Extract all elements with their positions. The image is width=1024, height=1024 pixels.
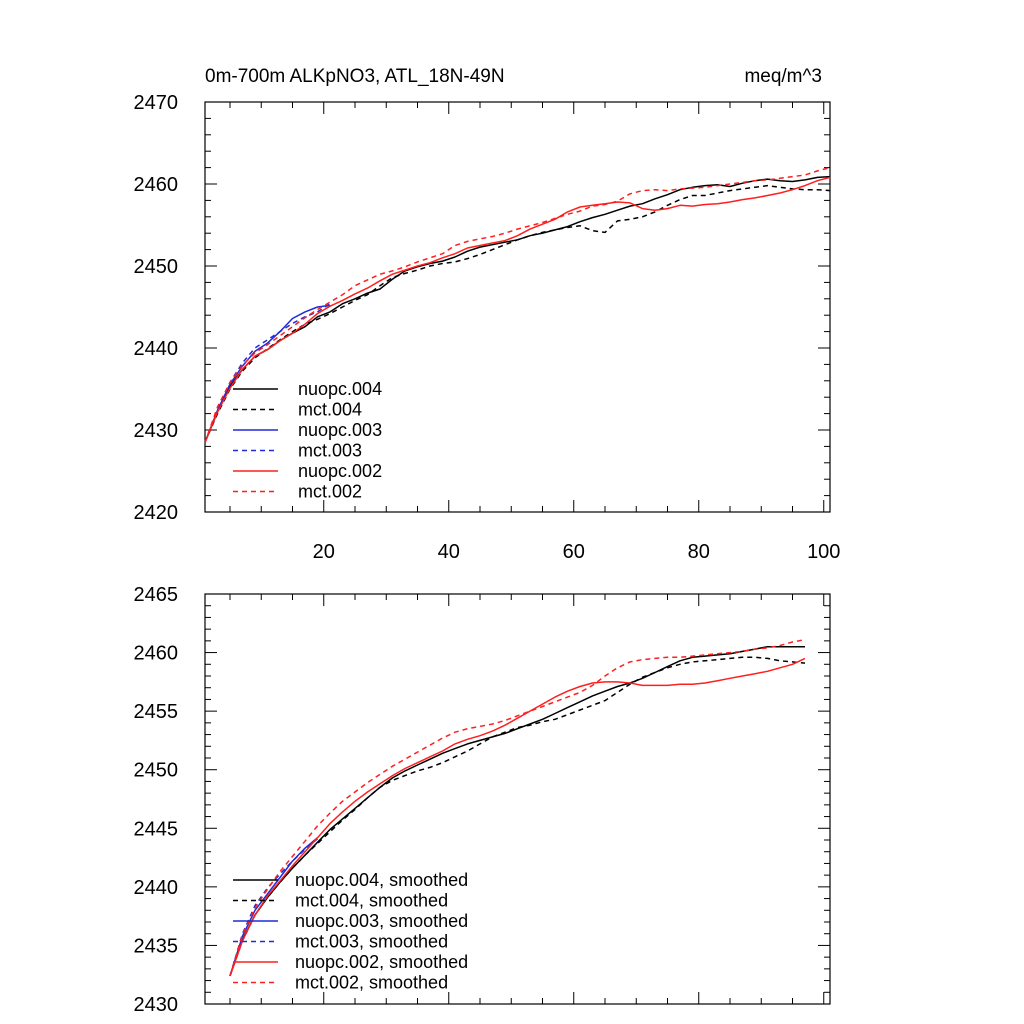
legend-label: mct.002 [298,482,362,502]
legend-label: nuopc.003 [298,420,382,440]
legend-label: nuopc.002 [298,461,382,481]
legend-label: mct.002, smoothed [295,973,448,993]
y-tick-label: 2420 [134,502,179,524]
y-tick-label: 2470 [134,92,179,114]
series-line-mct-002-smoothed [229,638,806,977]
y-tick-label: 2445 [134,818,179,840]
plot-frame [204,593,831,1005]
series-line-nuopc-004-smoothed [229,645,805,977]
x-tick-label: 100 [807,541,840,563]
legend-label: nuopc.004 [298,379,382,399]
y-tick-label: 2460 [134,174,179,196]
x-tick-label: 60 [563,541,585,563]
panel-1: 2420 2430 2440 2450 2460 2470 20 40 60 80 100 0m-70… [134,66,841,563]
legend-label: mct.003, smoothed [295,932,448,952]
units-label: meq/m^3 [744,66,822,87]
series-line-mct-002 [204,166,831,443]
y-tick-label: 2450 [134,256,179,278]
chart-title: 0m-700m ALKpNO3, ATL_18N-49N [205,66,505,87]
panel-2: 2430 2435 2440 2445 2450 2455 2460 2465 nuopc.00… [134,584,831,1016]
y-tick-label: 2440 [134,877,179,899]
series-line-nuopc-002 [204,176,831,443]
legend-label: mct.003 [298,441,362,461]
legend-label: mct.004 [298,400,362,420]
x-tick-label: 20 [313,541,335,563]
y-tick-label: 2465 [134,584,179,606]
y-tick-label: 2450 [134,760,179,782]
legend-label: nuopc.002, smoothed [295,952,468,972]
series-line-mct-004 [204,184,831,443]
x-tick-label: 80 [688,541,710,563]
y-tick-label: 2430 [134,994,179,1016]
plot-frame [204,101,831,513]
legend-label: mct.004, smoothed [295,891,448,911]
series-line-nuopc-002-smoothed [229,657,806,977]
legend-label: nuopc.004, smoothed [295,870,468,890]
legend-label: nuopc.003, smoothed [295,911,468,931]
x-tick-label: 40 [438,541,460,563]
y-tick-label: 2455 [134,701,179,723]
series-line-nuopc-003 [204,304,331,443]
y-tick-label: 2435 [134,935,179,957]
series-line-mct-004-smoothed [229,656,806,977]
y-tick-label: 2430 [134,420,179,442]
y-tick-label: 2440 [134,338,179,360]
y-tick-label: 2460 [134,643,179,665]
